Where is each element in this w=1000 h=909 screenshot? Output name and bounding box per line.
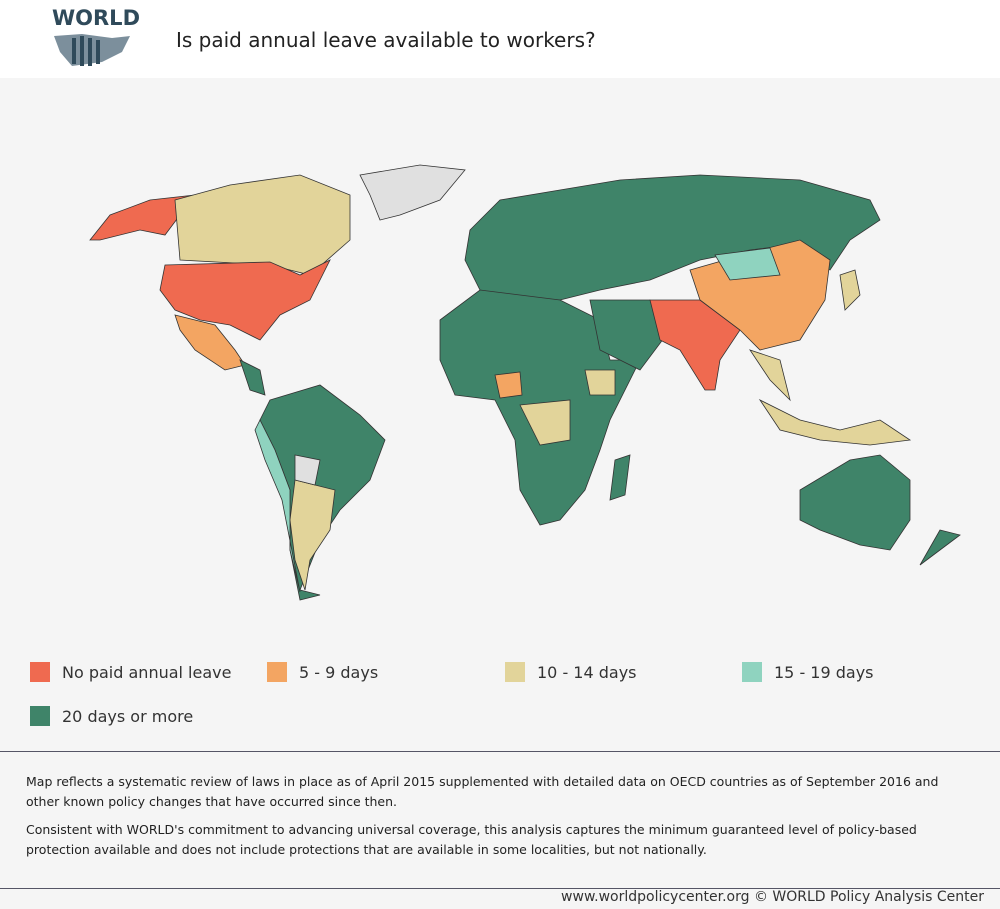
- legend: No paid annual leave 5 - 9 days 10 - 14 da…: [0, 650, 1000, 750]
- southeast-asia: [749, 349, 791, 402]
- greenland: [359, 164, 466, 221]
- central-africa: [519, 399, 571, 446]
- note: Map reflects a systematic review of laws…: [26, 774, 939, 809]
- new-zealand: [919, 529, 961, 566]
- canada: [174, 174, 351, 276]
- legend-swatch: [267, 662, 287, 682]
- legend-swatch: [30, 662, 50, 682]
- legend-label: 10 - 14 days: [537, 662, 637, 682]
- title: Is paid annual leave available to worker…: [176, 28, 596, 52]
- bolivia: [294, 454, 321, 486]
- nigeria: [494, 371, 523, 399]
- world-map: [0, 78, 1000, 640]
- notes: Map reflects a systematic review of laws…: [0, 751, 1000, 889]
- note: Consistent with WORLD's commitment to ad…: [26, 822, 917, 857]
- mexico: [174, 314, 246, 371]
- ethiopia: [584, 369, 616, 396]
- legend-item: 10 - 14 days: [505, 662, 637, 682]
- japan: [839, 269, 861, 311]
- legend-item: 15 - 19 days: [742, 662, 874, 682]
- legend-label: No paid annual leave: [62, 662, 232, 682]
- legend-swatch: [742, 662, 762, 682]
- central-america: [239, 359, 266, 396]
- mongolia: [714, 247, 781, 281]
- middle-east: [589, 299, 671, 371]
- credit: www.worldpolicycenter.org © WORLD Policy…: [561, 889, 984, 905]
- logo: WORLD: [52, 6, 140, 30]
- andes: [254, 419, 301, 593]
- legend-label: 15 - 19 days: [774, 662, 874, 682]
- legend-item: 5 - 9 days: [267, 662, 378, 682]
- indonesia: [758, 398, 912, 446]
- legend-swatch: [505, 662, 525, 682]
- legend-swatch: [30, 706, 50, 726]
- legend-item: 20 days or more: [30, 706, 193, 726]
- argentina: [289, 479, 336, 591]
- legend-label: 5 - 9 days: [299, 662, 379, 682]
- logo-image: [54, 34, 130, 66]
- legend-item: No paid annual leave: [30, 662, 231, 682]
- usa: [159, 259, 331, 341]
- australia: [799, 454, 911, 551]
- legend-label: 20 days or more: [62, 706, 194, 726]
- madagascar: [609, 454, 631, 501]
- header: WORLD Is paid annual leave available to …: [0, 0, 1000, 78]
